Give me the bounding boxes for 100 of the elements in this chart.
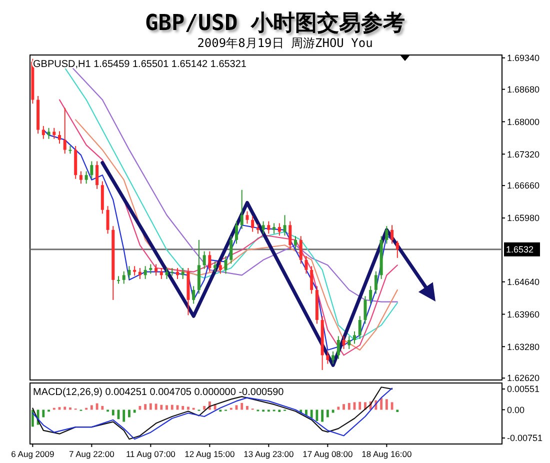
candlestick bbox=[278, 222, 281, 236]
candlestick bbox=[144, 266, 147, 280]
chart-title: GBP/USD 小时图交易参考 bbox=[145, 10, 405, 36]
candlestick bbox=[299, 236, 302, 264]
y-tick-label: -0.00751 bbox=[507, 433, 543, 444]
candlestick bbox=[288, 220, 292, 250]
bar bbox=[385, 399, 388, 410]
x-tick-label: 17 Aug 08:00 bbox=[302, 449, 354, 459]
candlestick bbox=[84, 170, 88, 184]
bar bbox=[246, 406, 248, 410]
bar bbox=[203, 406, 206, 410]
y-tick-label: 0.00551 bbox=[507, 384, 540, 394]
candlestick bbox=[149, 264, 152, 274]
candlestick bbox=[251, 216, 254, 232]
bar bbox=[101, 406, 104, 410]
bar bbox=[337, 406, 340, 410]
candlestick bbox=[47, 127, 50, 140]
candlestick bbox=[106, 206, 110, 234]
x-tick-label: 18 Aug 16:00 bbox=[362, 449, 412, 459]
candlestick bbox=[374, 270, 378, 294]
bar bbox=[358, 402, 362, 410]
bar bbox=[326, 410, 329, 418]
bar bbox=[149, 403, 152, 410]
bar bbox=[90, 405, 93, 410]
candlestick bbox=[369, 286, 372, 304]
candlestick bbox=[52, 127, 56, 140]
bar bbox=[380, 398, 383, 410]
candlestick bbox=[79, 170, 82, 184]
annotation: MACD(12,26,9) 0.004251 0.004705 0.000000 -0.000590 bbox=[33, 387, 284, 398]
candlestick bbox=[90, 160, 94, 180]
x-tick-label: 6 Aug 2009 bbox=[11, 449, 54, 459]
candlestick bbox=[181, 268, 184, 280]
candlestick bbox=[272, 222, 276, 234]
y-tick-label: 1.66660 bbox=[507, 180, 540, 191]
candlestick bbox=[332, 350, 335, 364]
candlestick bbox=[58, 130, 61, 144]
candlestick bbox=[294, 236, 297, 250]
y-tick-label: 1.68000 bbox=[507, 116, 540, 127]
candlestick bbox=[326, 350, 330, 364]
candlestick bbox=[235, 220, 238, 244]
candlestick bbox=[42, 126, 45, 140]
candlestick bbox=[348, 336, 351, 350]
bar bbox=[122, 410, 126, 422]
bar bbox=[342, 404, 345, 410]
y-tick-label: 1.68680 bbox=[507, 84, 540, 94]
x-tick-label: 13 Aug 23:00 bbox=[244, 449, 294, 459]
candlestick bbox=[224, 256, 228, 274]
y-tick-label: 1.67320 bbox=[507, 149, 540, 160]
candlestick bbox=[267, 220, 270, 234]
bar bbox=[166, 405, 168, 410]
candlestick bbox=[202, 250, 206, 270]
ref-line-label: 1.6532 bbox=[506, 244, 534, 255]
bar bbox=[128, 410, 130, 418]
candlestick bbox=[133, 266, 136, 276]
candlestick bbox=[310, 266, 314, 294]
bar bbox=[112, 410, 114, 416]
candlestick bbox=[165, 268, 168, 280]
candlestick bbox=[96, 160, 99, 190]
bar bbox=[170, 404, 174, 410]
y-tick-label: 0.00 bbox=[507, 404, 525, 415]
candlestick bbox=[262, 220, 265, 234]
candlestick bbox=[342, 336, 346, 350]
candlestick bbox=[396, 240, 399, 258]
y-tick-label: 1.64640 bbox=[507, 276, 540, 287]
bar bbox=[64, 406, 66, 410]
candlestick bbox=[304, 256, 308, 274]
candlestick bbox=[336, 336, 340, 360]
x-tick-label: 11 Aug 07:00 bbox=[126, 449, 176, 459]
bar bbox=[42, 410, 45, 418]
candlestick bbox=[122, 270, 126, 284]
bar bbox=[348, 402, 350, 410]
bar bbox=[310, 410, 313, 418]
candlestick bbox=[353, 330, 356, 344]
candlestick bbox=[128, 266, 131, 280]
candlestick bbox=[160, 268, 163, 280]
candlestick bbox=[192, 286, 196, 304]
candlestick bbox=[385, 226, 388, 244]
candlestick bbox=[218, 260, 222, 274]
candlestick bbox=[154, 264, 158, 276]
bar bbox=[240, 402, 244, 410]
y-tick-label: 1.62620 bbox=[507, 373, 540, 384]
chart-subtitle: 2009年8月19日 周游ZHOU You bbox=[197, 36, 373, 50]
candlestick bbox=[63, 107, 66, 154]
bar bbox=[144, 404, 147, 410]
bar bbox=[321, 410, 324, 422]
x-tick-label: 7 Aug 22:00 bbox=[68, 449, 115, 459]
candlestick bbox=[138, 268, 142, 280]
candlestick bbox=[176, 268, 179, 280]
bar bbox=[160, 404, 163, 410]
x-tick-label: 12 Aug 15:00 bbox=[184, 449, 236, 459]
bar bbox=[182, 406, 184, 410]
y-tick-label: 1.63280 bbox=[507, 342, 540, 352]
y-tick-label: 1.63960 bbox=[507, 309, 540, 320]
candlestick bbox=[364, 296, 367, 324]
candlestick bbox=[214, 260, 217, 272]
y-tick-label: 1.69340 bbox=[507, 53, 540, 64]
candlestick bbox=[283, 214, 286, 236]
bar bbox=[133, 410, 136, 413]
candlestick bbox=[358, 316, 362, 340]
candlestick bbox=[390, 224, 394, 244]
